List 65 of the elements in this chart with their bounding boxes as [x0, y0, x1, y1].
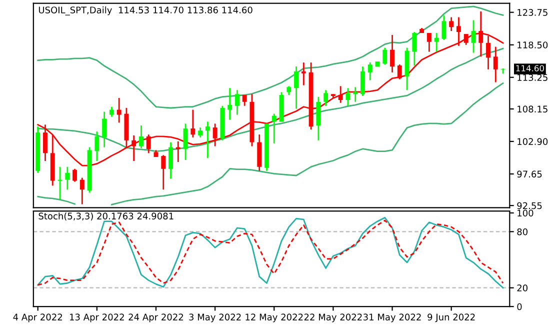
candlestick: [198, 126, 202, 138]
candlestick: [390, 34, 394, 74]
x-tick-label: 13 Apr 2022: [70, 314, 124, 322]
candlestick: [161, 154, 166, 190]
candlestick: [228, 87, 232, 120]
x-tick-label: 22 May 2022: [304, 314, 362, 322]
candlestick: [190, 109, 196, 138]
y-tick-label: 108.15: [518, 106, 548, 112]
x-tick-label: 9 Jun 2022: [428, 314, 475, 322]
candlestick: [43, 124, 48, 162]
candlestick: [205, 120, 210, 159]
candlestick: [242, 94, 247, 107]
candlestick: [493, 46, 498, 83]
candlestick: [272, 113, 276, 144]
candlestick: [324, 89, 328, 107]
y-tick-label: 123.75: [518, 9, 548, 16]
candlestick: [316, 96, 321, 142]
chart-title: USOIL_SPT,Daily 114.53 114.70 113.86 114.60: [38, 6, 252, 16]
candlestick: [486, 35, 490, 70]
y-tick-label: 102.90: [518, 138, 548, 145]
y-tick-label: 113.25: [518, 74, 548, 81]
candlestick: [338, 85, 343, 104]
y-tick-label: 97.65: [517, 170, 542, 178]
x-tick-label: 4 Apr 2022: [13, 314, 62, 322]
y-tick-label: 0: [517, 303, 522, 310]
candlestick: [94, 130, 100, 162]
candlestick: [449, 16, 454, 32]
candlestick: [176, 140, 180, 163]
candlestick: [294, 66, 298, 110]
candlestick: [346, 87, 350, 107]
chart-title: Stoch(5,3,3) 20.1763 24.9081: [38, 212, 174, 221]
candlestick: [434, 32, 439, 52]
candlestick: [234, 89, 240, 116]
candlestick: [109, 106, 114, 118]
candlestick: [426, 32, 432, 52]
y-tick-label: 100: [518, 210, 534, 216]
candlestick: [360, 66, 365, 97]
candlestick: [116, 97, 122, 124]
y-tick-label: 80: [517, 228, 528, 236]
candlestick: [212, 122, 218, 147]
x-tick-label: 31 May 2022: [364, 314, 421, 322]
candlestick: [65, 166, 70, 190]
line-series: [37, 6, 504, 109]
y-tick-label: 92.55: [517, 202, 542, 210]
candlestick: [301, 62, 306, 86]
x-tick-label: 3 May 2022: [189, 314, 241, 322]
x-tick-label: 24 Apr 2022: [128, 314, 183, 322]
candlestick: [146, 134, 151, 154]
candlestick: [397, 64, 402, 80]
candlestick: [168, 142, 173, 180]
text: 114.60: [516, 65, 544, 72]
candlestick: [72, 168, 77, 182]
candlestick: [102, 111, 107, 148]
candlestick: [442, 14, 446, 41]
candlestick: [368, 62, 372, 81]
candlestick: [353, 86, 358, 103]
y-tick-label: 20: [517, 284, 528, 292]
candlestick: [80, 177, 84, 205]
x-tick-label: 12 May 2022: [246, 314, 303, 322]
candlestick: [132, 134, 136, 162]
y-tick-label: 118.50: [518, 42, 548, 48]
candlestick: [382, 47, 388, 66]
candlestick: [139, 124, 144, 149]
candlestick: [471, 20, 476, 54]
candlestick: [412, 31, 417, 66]
